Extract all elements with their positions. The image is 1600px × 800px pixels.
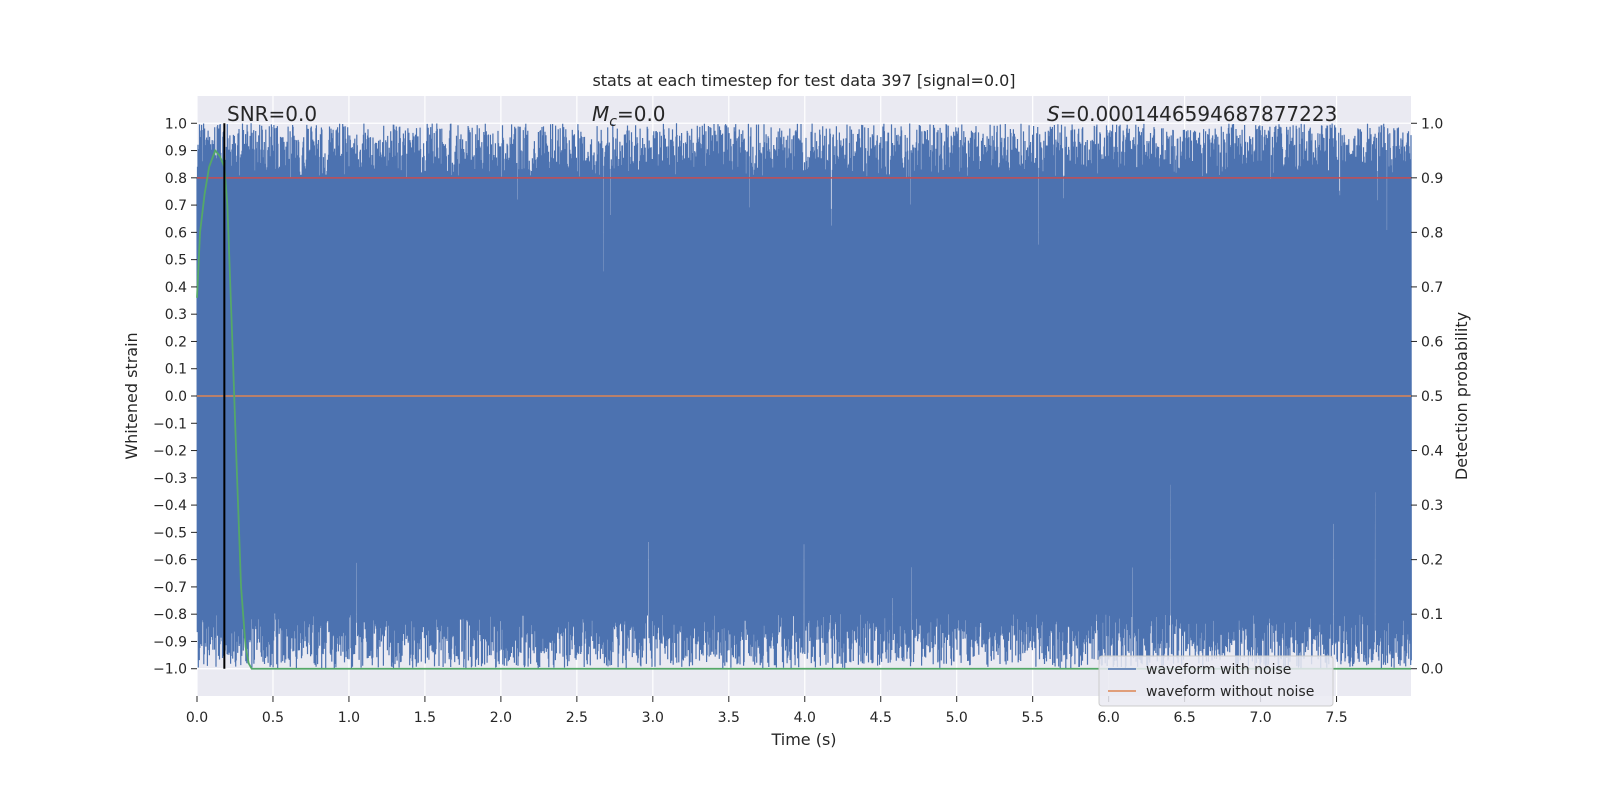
x-tick-label-0: 0.0 [186,710,208,726]
series-detection-probability [196,148,1411,670]
chirp-mass-value: =0.0 [617,102,666,126]
y-left-tick-label-16: −0.6 [153,553,187,569]
x-tick-label-12: 6.0 [1098,710,1120,726]
y-right-tick-label-0: 1.0 [1421,116,1443,132]
y-right-tick-label-3: 0.7 [1421,280,1443,296]
x-tick-label-10: 5.0 [946,710,968,726]
y-left-tick-label-6: 0.4 [165,280,187,296]
legend: waveform with noise waveform without noi… [1098,655,1334,707]
score-symbol: S [1047,102,1060,126]
y-right-tick-label-1: 0.9 [1421,171,1443,187]
x-axis-ticks: 0.0 0.5 1.0 1.5 2.0 2.5 3.0 3.5 4.0 4.5 5.0 5.5 6.0 6… [186,696,1348,726]
chart-title: stats at each timestep for test data 397… [592,71,1015,90]
noise-waveform-line [196,123,1412,669]
y-left-tick-label-15: −0.5 [153,525,187,541]
x-tick-label-4: 2.0 [490,710,512,726]
x-tick-label-15: 7.5 [1325,710,1347,726]
y-axis-left-ticks: 1.0 0.9 0.8 0.7 0.6 0.5 0.4 0.3 0.2 0.1 0.0 −0.1 −0.… [153,116,197,678]
y-left-tick-label-10: 0.0 [165,389,187,405]
x-axis-label: Time (s) [770,730,836,749]
snr-annotation: SNR=0.0 [227,102,317,126]
x-tick-label-3: 1.5 [414,710,436,726]
x-tick-label-1: 0.5 [262,710,284,726]
x-tick-label-14: 7.0 [1249,710,1271,726]
y-left-tick-label-8: 0.2 [165,334,187,350]
x-tick-label-6: 3.0 [642,710,664,726]
series-waveform-with-noise [196,123,1412,669]
y-left-tick-label-13: −0.3 [153,471,187,487]
y-left-tick-label-0: 1.0 [165,116,187,132]
y-left-tick-label-19: −0.9 [153,634,187,650]
x-tick-label-9: 4.5 [870,710,892,726]
y-left-tick-label-7: 0.3 [165,307,187,323]
probability-line [196,148,1411,670]
y-right-tick-label-2: 0.8 [1421,225,1443,241]
y-left-tick-label-11: −0.1 [153,416,187,432]
score-value: =0.0001446594687877223 [1060,102,1338,126]
x-tick-label-7: 3.5 [718,710,740,726]
x-tick-label-5: 2.5 [566,710,588,726]
y-left-tick-label-20: −1.0 [153,662,187,678]
y-left-tick-label-12: −0.2 [153,444,187,460]
chirp-mass-annotation: Mc=0.0 [592,102,666,130]
y-left-tick-label-18: −0.8 [153,607,187,623]
y-left-tick-label-2: 0.8 [165,171,187,187]
y-left-tick-label-5: 0.5 [165,253,187,269]
y-right-tick-label-6: 0.4 [1421,444,1443,460]
y-left-tick-label-9: 0.1 [165,362,187,378]
x-tick-label-8: 4.0 [794,710,816,726]
y-left-tick-label-14: −0.4 [153,498,187,514]
y-right-tick-label-7: 0.3 [1421,498,1443,514]
chirp-mass-subscript: c [609,114,617,130]
chirp-mass-symbol: M [592,102,609,126]
y-left-tick-label-17: −0.7 [153,580,187,596]
y-right-tick-label-4: 0.6 [1421,334,1443,350]
y-right-tick-label-10: 0.0 [1421,662,1443,678]
x-tick-label-11: 5.5 [1022,710,1044,726]
y-right-tick-label-8: 0.2 [1421,553,1443,569]
score-annotation: S=0.0001446594687877223 [1047,102,1337,126]
legend-label-noise: waveform with noise [1146,662,1291,678]
y-axis-right-label: Detection probability [1452,312,1471,480]
x-tick-label-2: 1.0 [338,710,360,726]
y-left-tick-label-1: 0.9 [165,144,187,160]
y-right-tick-label-9: 0.1 [1421,607,1443,623]
y-left-tick-label-3: 0.7 [165,198,187,214]
y-right-tick-label-5: 0.5 [1421,389,1443,405]
x-tick-label-13: 6.5 [1173,710,1195,726]
y-axis-right-ticks: 1.0 0.9 0.8 0.7 0.6 0.5 0.4 0.3 0.2 0.1 0.0 [1411,116,1443,678]
legend-label-clean: waveform without noise [1146,684,1314,700]
y-left-tick-label-4: 0.6 [165,225,187,241]
y-axis-left-label: Whitened strain [122,332,141,459]
